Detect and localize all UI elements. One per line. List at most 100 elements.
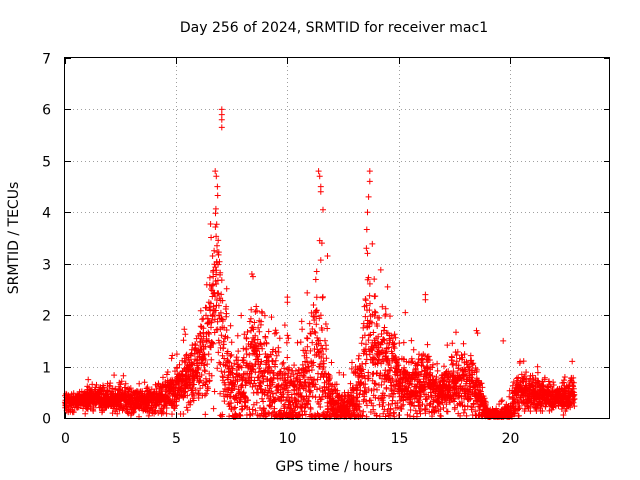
data-point [238, 384, 245, 391]
data-point [312, 381, 319, 388]
data-point [272, 357, 279, 364]
data-point [370, 406, 377, 413]
data-point [208, 372, 215, 379]
data-point [364, 209, 371, 216]
data-point [205, 385, 211, 392]
data-point [314, 334, 321, 341]
data-point [398, 403, 405, 409]
data-point [376, 314, 383, 321]
data-point [219, 411, 226, 418]
data-point [272, 363, 279, 370]
data-point [427, 369, 434, 376]
data-point [192, 387, 199, 393]
data-point [284, 354, 291, 361]
data-point [365, 337, 372, 344]
data-point [169, 411, 175, 418]
data-point [409, 399, 416, 406]
data-point [316, 315, 323, 322]
data-point [290, 371, 297, 378]
data-point [245, 397, 251, 404]
data-point [213, 233, 220, 240]
data-point [227, 322, 234, 329]
data-point [259, 345, 266, 352]
data-point [359, 412, 366, 419]
data-point [169, 352, 176, 359]
data-point [211, 388, 218, 395]
data-point [316, 173, 323, 180]
data-point [365, 193, 372, 200]
data-point [369, 240, 376, 247]
data-point [201, 367, 208, 374]
data-point [215, 290, 222, 297]
data-point [385, 344, 392, 351]
data-point [182, 359, 189, 366]
data-point [441, 363, 447, 370]
data-point [569, 358, 576, 365]
data-point [276, 335, 283, 342]
data-point [213, 281, 220, 287]
plot-frame [64, 57, 610, 419]
data-point [214, 318, 221, 325]
data-point [372, 309, 379, 316]
data-point [340, 371, 347, 378]
data-point [320, 351, 327, 358]
y-tick-label: 4 [42, 206, 51, 222]
data-point [367, 300, 373, 307]
data-point [276, 408, 283, 415]
data-point [365, 369, 372, 376]
data-point [252, 332, 259, 339]
data-point [320, 206, 326, 213]
axis-ticks [65, 58, 610, 419]
data-point [207, 344, 214, 351]
data-point [358, 340, 365, 347]
data-point [317, 404, 324, 410]
data-point [100, 384, 107, 391]
data-point [422, 296, 429, 303]
data-point [318, 354, 325, 361]
data-point [464, 403, 471, 409]
data-point [400, 339, 407, 346]
data-point [434, 367, 441, 374]
data-point [268, 314, 275, 321]
data-point [286, 398, 293, 404]
data-point [362, 360, 369, 367]
data-point [243, 335, 250, 342]
y-tick-label: 1 [42, 361, 51, 377]
data-point [387, 406, 394, 413]
data-point [217, 390, 224, 397]
data-point [317, 257, 324, 264]
data-point [298, 318, 305, 325]
data-point [180, 337, 187, 344]
y-axis-title: SRMTID / TECUs [6, 182, 22, 295]
data-point [423, 402, 430, 409]
data-point [385, 401, 392, 408]
data-point [200, 325, 207, 332]
data-point [311, 328, 318, 335]
x-tick-label: 10 [279, 431, 297, 447]
data-point [114, 410, 121, 417]
data-point [214, 183, 221, 190]
data-point [361, 393, 368, 400]
data-point [192, 342, 199, 349]
data-point [208, 317, 215, 324]
data-point [248, 341, 255, 348]
data-point [299, 412, 306, 419]
data-point [208, 234, 215, 241]
data-point [227, 353, 234, 359]
data-point [163, 410, 170, 417]
data-point [279, 361, 286, 367]
data-point [404, 411, 411, 418]
data-point [163, 405, 170, 411]
data-point [381, 392, 388, 399]
data-point [440, 404, 447, 411]
data-point [391, 387, 398, 394]
data-point [306, 388, 313, 395]
data-point [264, 392, 271, 399]
data-point [366, 280, 373, 287]
data-point [365, 274, 372, 281]
data-point [168, 355, 175, 362]
data-point [220, 341, 227, 348]
data-point [260, 398, 267, 405]
data-point [272, 348, 279, 355]
data-point [173, 351, 180, 358]
